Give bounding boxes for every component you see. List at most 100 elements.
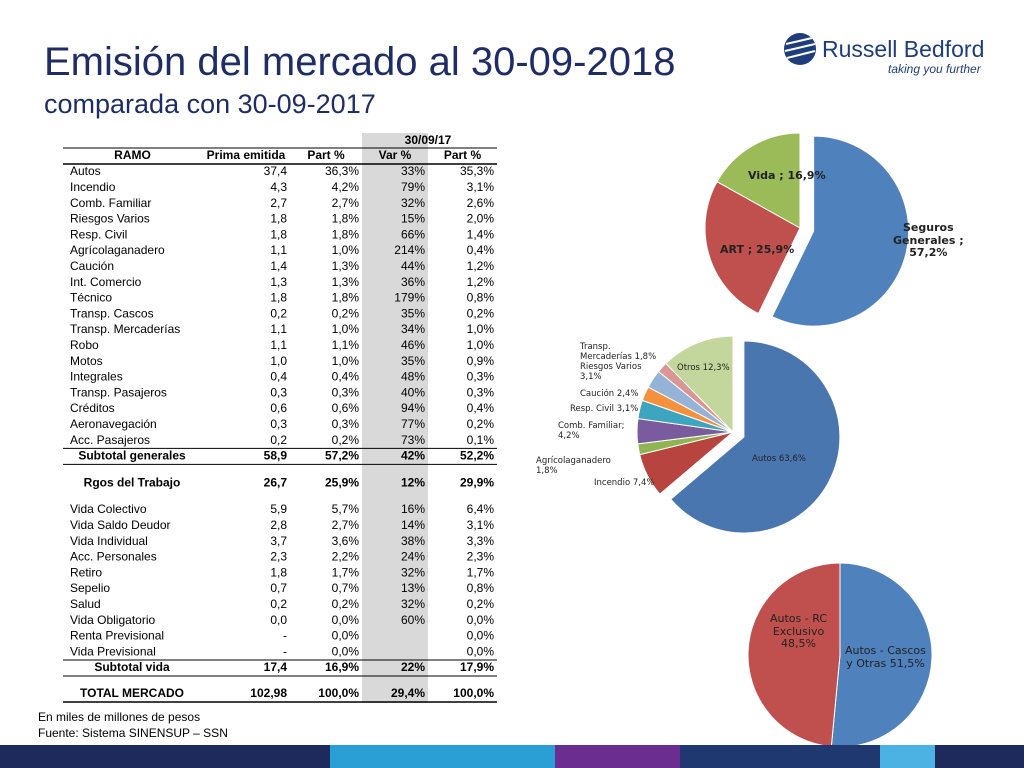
pie-label: Seguros Generales ; 57,2% bbox=[893, 221, 964, 260]
table-cell: 1,8 bbox=[270, 565, 287, 579]
table-cell: 0,1% bbox=[467, 433, 495, 447]
table-cell: 0,3% bbox=[467, 385, 495, 399]
table-cell: 17,9% bbox=[460, 660, 494, 674]
logo-tagline: taking you further bbox=[888, 62, 982, 76]
row-label: Agrícolaganadero bbox=[70, 243, 165, 257]
table-cell: 5,9 bbox=[270, 502, 287, 516]
pie-slice bbox=[665, 335, 734, 434]
table-cell: 0,2% bbox=[332, 433, 360, 447]
table-cell: 34% bbox=[401, 322, 425, 336]
table-cell: 1,1 bbox=[270, 322, 287, 336]
row-label: Sepelio bbox=[70, 581, 110, 595]
table-cell: 0,0% bbox=[467, 629, 495, 643]
row-label: Renta Previsional bbox=[70, 629, 164, 643]
table-cell: 0,2 bbox=[270, 433, 287, 447]
table-cell: 0,0% bbox=[332, 629, 360, 643]
table-cell: 1,4 bbox=[270, 259, 287, 273]
table-cell: 0,8% bbox=[467, 291, 495, 305]
table-cell: 214% bbox=[394, 243, 425, 257]
var-column-shade bbox=[362, 133, 428, 703]
footnote: En miles de millones de pesos bbox=[38, 710, 200, 724]
group-header: 30/09/17 bbox=[405, 133, 452, 147]
table-cell: 1,3 bbox=[270, 275, 287, 289]
table-cell: 79% bbox=[401, 180, 425, 194]
table-cell: 0,2% bbox=[467, 306, 495, 320]
pie-label: Vida ; 16,9% bbox=[748, 169, 826, 182]
table-cell: 42% bbox=[401, 449, 425, 463]
table-cell: 1,2% bbox=[467, 259, 495, 273]
row-label: Salud bbox=[70, 597, 101, 611]
row-label: Créditos bbox=[70, 401, 115, 415]
table-cell: 0,2 bbox=[270, 597, 287, 611]
table-cell: 0,2 bbox=[270, 306, 287, 320]
slide-title: Emisión del mercado al 30-09-2018 bbox=[44, 40, 675, 84]
table-cell: 100,0% bbox=[318, 686, 359, 700]
table-cell: 3,7 bbox=[270, 534, 287, 548]
table: 30/09/17 RAMO Prima emitida Part % Var % Part… bbox=[63, 133, 497, 703]
table-cell: 0,6% bbox=[332, 401, 360, 415]
table-cell: 2,2% bbox=[332, 550, 360, 564]
table-cell: 29,9% bbox=[460, 475, 494, 489]
table-cell: 32% bbox=[401, 196, 425, 210]
table-cell: 46% bbox=[401, 338, 425, 352]
table-cell: 32% bbox=[401, 597, 425, 611]
pie-label: Autos 63,6% bbox=[752, 454, 806, 464]
table-cell: 0,3% bbox=[467, 370, 495, 384]
pie-label: Agrícolaganadero 1,8% bbox=[536, 456, 611, 476]
pie-label: Incendio 7,4% bbox=[594, 478, 655, 488]
table-cell: 6,4% bbox=[467, 502, 495, 516]
table-cell: - bbox=[283, 644, 287, 658]
row-label: Autos bbox=[70, 164, 101, 178]
table-cell: 1,0% bbox=[332, 354, 360, 368]
pie-slice bbox=[747, 562, 841, 748]
table-cell: 58,9 bbox=[264, 449, 288, 463]
table-cell: 2,6% bbox=[467, 196, 495, 210]
table-cell: 33% bbox=[401, 164, 425, 178]
table-cell: 36,3% bbox=[325, 164, 359, 178]
table-cell: 52,2% bbox=[460, 449, 494, 463]
table-cell: 1,0% bbox=[332, 243, 360, 257]
table-cell: 1,3% bbox=[332, 275, 360, 289]
row-label: Caución bbox=[70, 259, 114, 273]
table-cell: 1,1% bbox=[332, 338, 360, 352]
table-cell: 0,7% bbox=[332, 581, 360, 595]
table-cell: 1,8% bbox=[332, 291, 360, 305]
row-label: Transp. Cascos bbox=[70, 306, 154, 320]
table-cell: 2,0% bbox=[467, 212, 495, 226]
charts bbox=[636, 132, 933, 748]
pie-slice bbox=[704, 181, 801, 315]
table-cell: 15% bbox=[401, 212, 425, 226]
table-cell: 36% bbox=[401, 275, 425, 289]
table-cell: 35% bbox=[401, 354, 425, 368]
row-label: Vida Colectivo bbox=[70, 502, 147, 516]
row-label: Resp. Civil bbox=[70, 227, 127, 241]
row-label: Técnico bbox=[70, 291, 112, 305]
row-label: Vida Previsional bbox=[70, 644, 156, 658]
table-cell: 35% bbox=[401, 306, 425, 320]
table-cell: 14% bbox=[401, 518, 425, 532]
row-label: Subtotal generales bbox=[78, 449, 186, 463]
row-label: Subtotal vida bbox=[94, 660, 170, 674]
table-cell: 24% bbox=[401, 550, 425, 564]
pie-slice bbox=[670, 340, 841, 534]
table-cell: 0,2% bbox=[332, 306, 360, 320]
table-cell: 12% bbox=[401, 475, 425, 489]
table-cell: 3,1% bbox=[467, 180, 495, 194]
table-cell: 2,8 bbox=[270, 518, 287, 532]
table-cell: 2,7% bbox=[332, 518, 360, 532]
table-cell: 0,3 bbox=[270, 385, 287, 399]
table-cell: 1,4% bbox=[467, 227, 495, 241]
table-cell: 179% bbox=[394, 291, 425, 305]
row-label: Vida Obligatorio bbox=[70, 613, 155, 627]
row-label: Rgos del Trabajo bbox=[84, 475, 181, 489]
table-cell: 0,0% bbox=[332, 644, 360, 658]
table-cell: 0,0 bbox=[270, 613, 287, 627]
table-cell: 2,7% bbox=[332, 196, 360, 210]
row-label: Transp. Pasajeros bbox=[70, 385, 167, 399]
table-cell: 94% bbox=[401, 401, 425, 415]
table-cell: 73% bbox=[401, 433, 425, 447]
table-cell: 0,0% bbox=[467, 644, 495, 658]
slide-subtitle: comparada con 30-09-2017 bbox=[44, 89, 376, 119]
table-cell: 35,3% bbox=[460, 164, 494, 178]
